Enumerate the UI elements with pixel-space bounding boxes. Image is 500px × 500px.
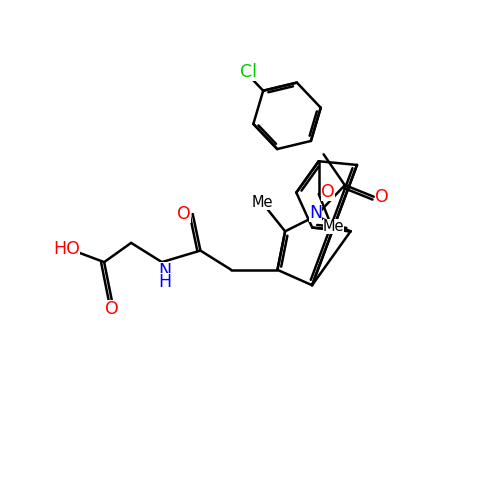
Text: N: N — [158, 262, 172, 280]
Text: O: O — [105, 300, 119, 318]
Text: O: O — [178, 205, 191, 223]
Text: Me: Me — [322, 219, 344, 234]
Text: O: O — [322, 183, 335, 201]
Text: O: O — [376, 188, 389, 206]
Text: H: H — [158, 273, 172, 291]
Text: HO: HO — [53, 240, 80, 258]
Text: Cl: Cl — [240, 64, 257, 82]
Text: Me: Me — [252, 195, 274, 210]
Text: N: N — [310, 204, 322, 222]
